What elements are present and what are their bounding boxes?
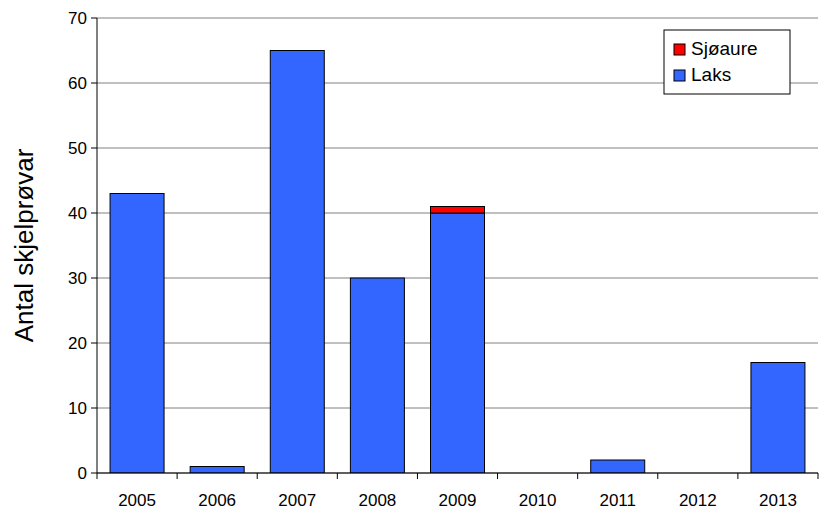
grid-line: [97, 148, 818, 149]
bar: [190, 466, 244, 467]
x-tick-label: 2006: [198, 491, 236, 510]
y-tick: [91, 343, 97, 344]
x-axis: [97, 473, 818, 474]
y-tick: [91, 148, 97, 149]
y-tick-label: 70: [68, 9, 87, 28]
legend-swatch: [674, 70, 685, 81]
x-tick: [818, 473, 819, 479]
bar: [270, 50, 324, 51]
legend-label: Sjøaure: [691, 38, 758, 59]
x-tick: [737, 473, 738, 479]
x-tick-label: 2008: [358, 491, 396, 510]
x-tick: [417, 473, 418, 479]
x-tick: [657, 473, 658, 479]
bar: [350, 278, 404, 279]
x-tick-label: 2011: [599, 491, 636, 510]
y-tick: [91, 83, 97, 84]
x-tick-label: 2012: [679, 491, 717, 510]
y-tick-label: 40: [68, 204, 87, 223]
bar: [270, 51, 324, 474]
grid-line: [97, 473, 818, 474]
y-tick-label: 30: [68, 269, 87, 288]
bars: [110, 51, 805, 474]
x-tick-label: 2007: [278, 491, 316, 510]
bar: [591, 460, 645, 473]
legend: Sjøaure Laks: [664, 30, 790, 94]
y-axis: [97, 18, 98, 473]
bar: [190, 467, 244, 474]
y-tick-label: 60: [68, 74, 87, 93]
legend-label: Laks: [691, 64, 731, 85]
bar: [431, 213, 485, 473]
x-tick: [497, 473, 498, 479]
x-tick-label: 2009: [439, 491, 477, 510]
y-tick-label: 0: [78, 464, 87, 483]
bar: [751, 363, 805, 474]
grid-line: [97, 18, 818, 19]
y-tick-label: 10: [68, 399, 87, 418]
x-tick-label: 2013: [759, 491, 797, 510]
bar: [110, 193, 164, 194]
x-tick: [177, 473, 178, 479]
legend-swatch: [674, 44, 685, 55]
y-tick: [91, 408, 97, 409]
x-tick: [337, 473, 338, 479]
x-tick-label: 2010: [519, 491, 557, 510]
x-tick-label: 2005: [118, 491, 156, 510]
bar: [591, 460, 645, 461]
x-tick: [257, 473, 258, 479]
bar: [110, 194, 164, 474]
y-tick: [91, 18, 97, 19]
bar: [350, 278, 404, 473]
chart: 0 10 20 30 40 50 60 70 2005 2006 2007 2008 2009 2010 2…: [0, 0, 836, 522]
x-tick: [97, 473, 98, 479]
y-tick-label: 50: [68, 139, 87, 158]
y-tick: [91, 278, 97, 279]
y-tick: [91, 473, 97, 474]
x-tick: [577, 473, 578, 479]
legend-box: [664, 30, 790, 94]
bar: [431, 207, 485, 214]
y-tick-label: 20: [68, 334, 87, 353]
y-axis-label: Antal skjelprøvar: [9, 148, 39, 342]
y-tick: [91, 213, 97, 214]
bar: [751, 362, 805, 363]
